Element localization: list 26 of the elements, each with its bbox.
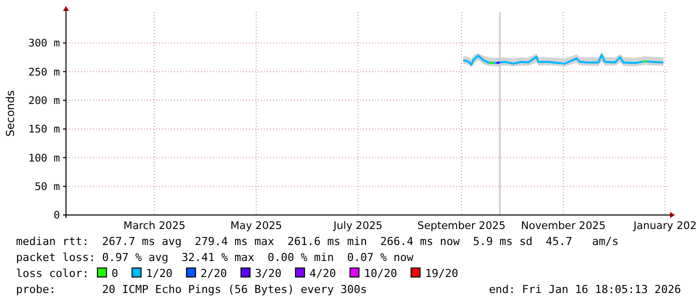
x-tick-label: July 2025 — [332, 220, 383, 232]
legend-label: 2/20 — [200, 267, 228, 280]
y-tick-label: 200 m — [28, 94, 60, 107]
y-axis-title: Seconds — [4, 90, 17, 137]
y-tick-label: 100 m — [28, 152, 60, 164]
y-tick-label: 50 m — [34, 181, 60, 194]
text: median rtt: 267.7 ms avg 279.4 ms max 261.6 ms min 266.4 ms now 5.9 ms sd 45.7 am/s — [16, 235, 619, 248]
legend-label: 4/20 — [310, 267, 336, 280]
x-tick-label: September 2025 — [417, 220, 506, 232]
x-tick-label: March 2025 — [123, 220, 186, 232]
x-tick-label: May 2025 — [230, 220, 282, 232]
legend-label: 0 — [111, 267, 118, 280]
legend-title: loss color: — [16, 267, 89, 280]
y-tick-label: 150 m — [28, 124, 60, 136]
legend-label: 19/20 — [425, 267, 458, 280]
legend-label: 1/20 — [146, 267, 173, 280]
y-tick-label: 250 m — [28, 66, 60, 78]
y-tick-label: 0 — [54, 210, 60, 222]
text: probe: 20 ICMP Echo Pings (56 Bytes) every 300s — [16, 283, 367, 296]
x-tick-label: January 202 — [632, 220, 697, 232]
text: packet loss: 0.97 % avg 32.41 % max 0.00 % min 0.07 % now — [16, 251, 414, 264]
text: end: Fri Jan 16 18:05:13 2026 — [488, 283, 681, 296]
legend-label: 10/20 — [364, 267, 398, 280]
x-tick-label: November 2025 — [520, 220, 606, 232]
legend-label: 3/20 — [255, 267, 282, 280]
y-tick-label: 300 m — [28, 38, 60, 50]
